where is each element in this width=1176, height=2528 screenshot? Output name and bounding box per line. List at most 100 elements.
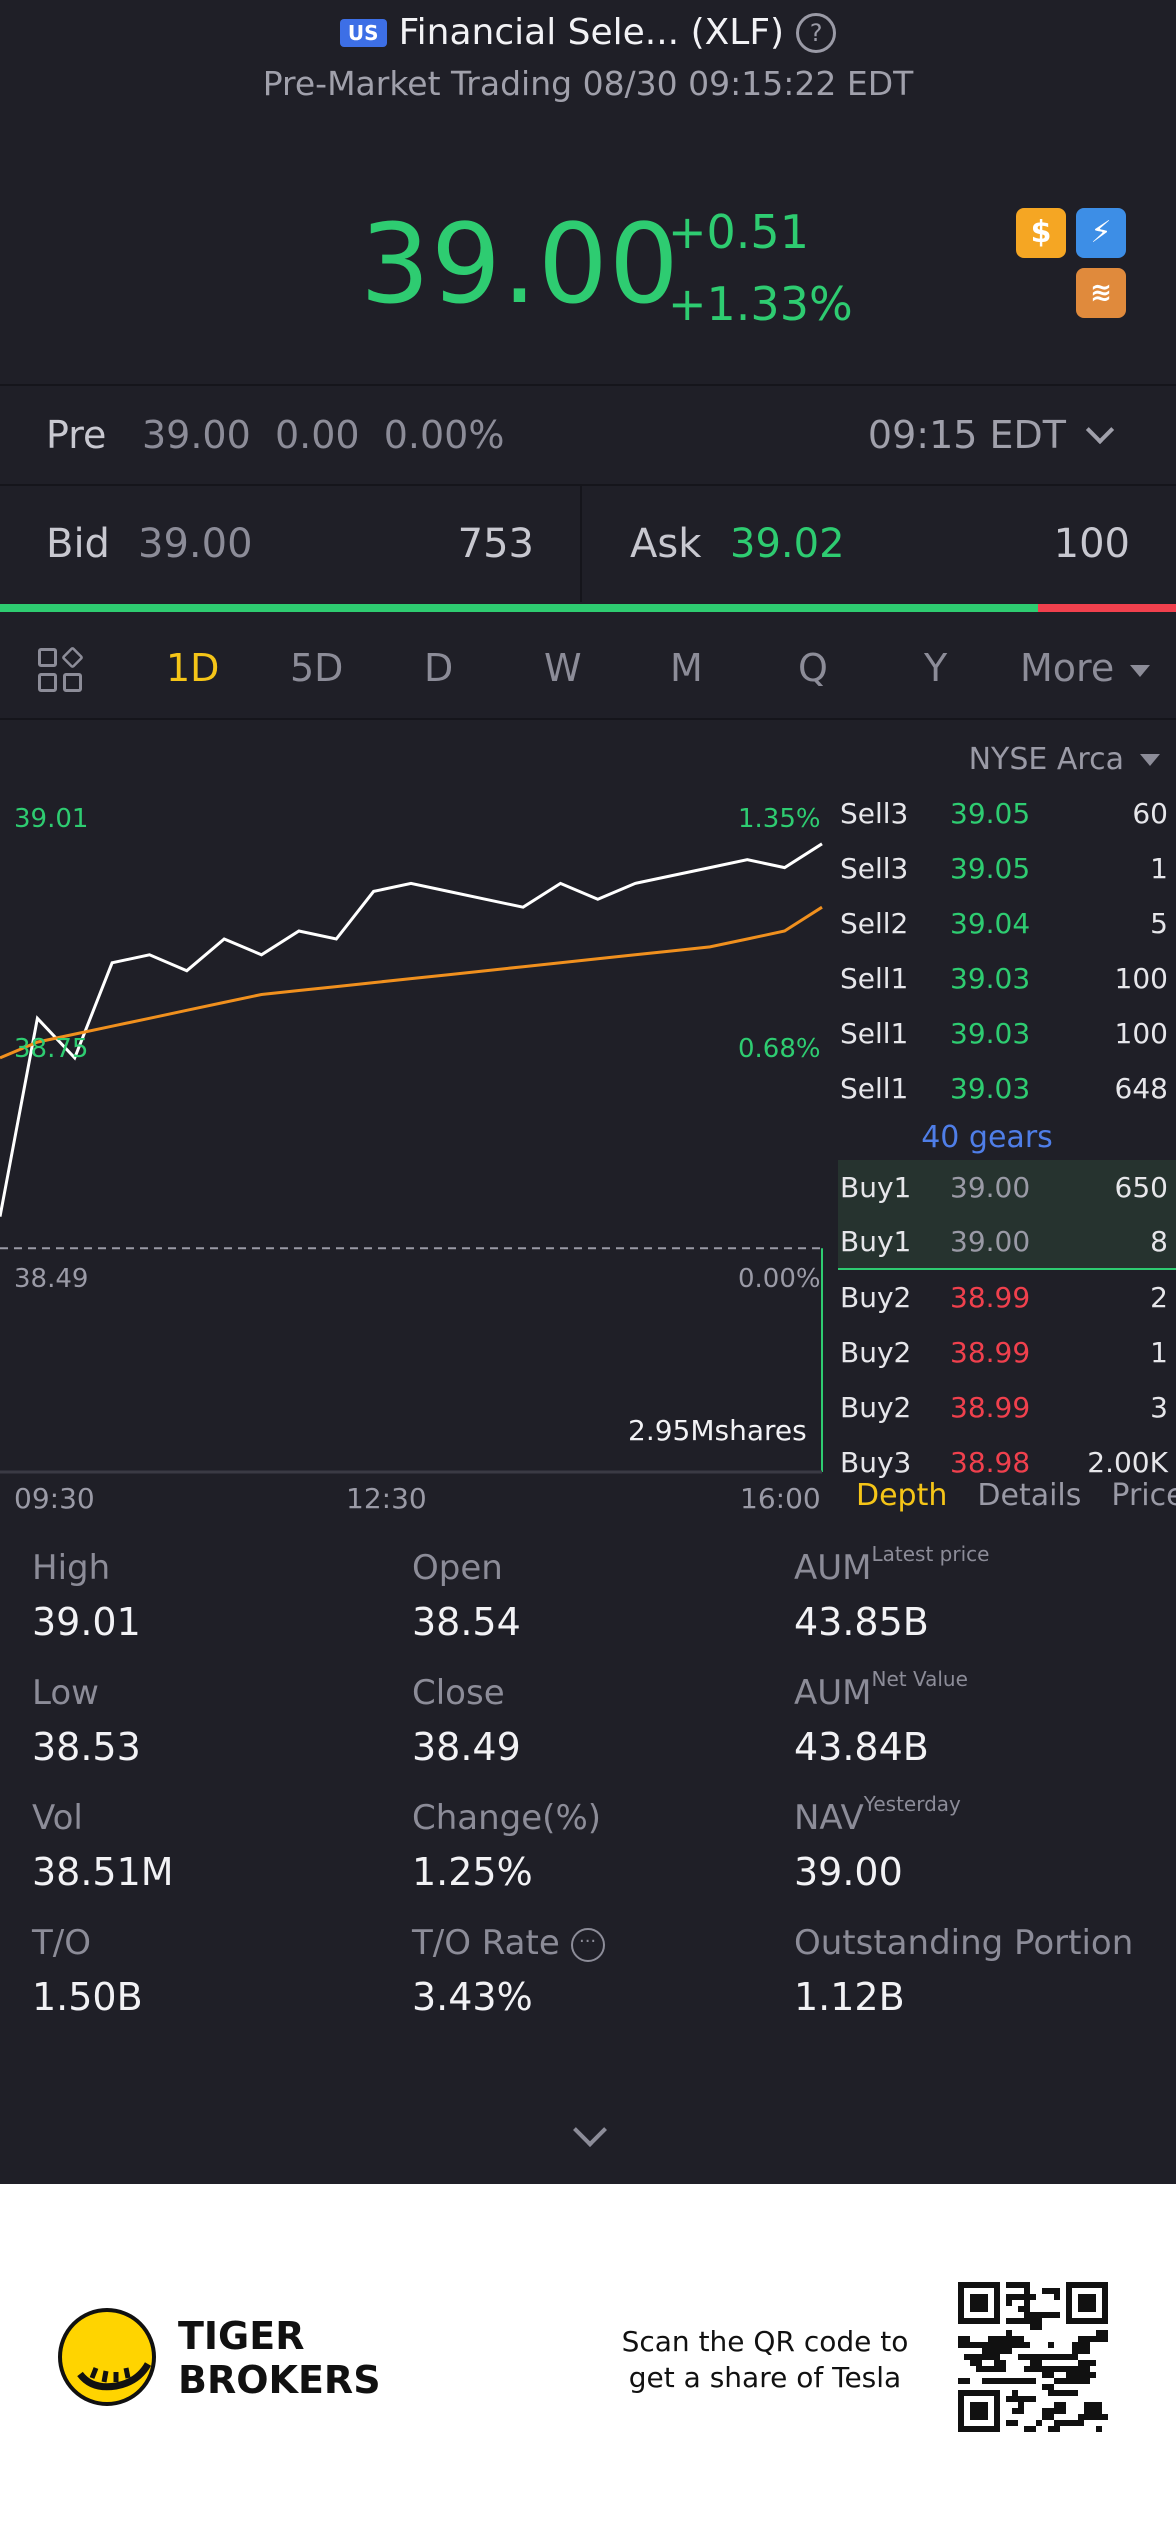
stat-sup: Yesterday [863,1792,961,1816]
tab-more-label: More [1020,646,1115,690]
intraday-chart[interactable]: 39.01 1.35% 38.75 0.68% 38.49 0.00% 2.95… [0,740,830,1480]
qr-module [964,2342,970,2348]
row-qty: 60 [1132,797,1168,830]
chart-canvas [0,842,823,1474]
row-label: Buy3 [840,1446,912,1479]
qr-module [1006,2330,1012,2336]
gears-toggle[interactable]: 40 gears [921,1120,1053,1155]
qr-module [1012,2342,1018,2348]
pre-change: 0.00 [274,413,360,457]
row-label: Buy1 [840,1171,912,1204]
more-dots-icon[interactable]: ··· [570,1927,605,1962]
qr-module [1000,2360,1006,2366]
stat-sup: Latest price [871,1542,990,1566]
brand-line-2: BROKERS [178,2358,381,2402]
order-book: Sell3 39.05 60 Sell3 39.05 1 Sell2 39.04 5 Sel… [838,786,1176,1490]
row-qty: 2 [1150,1281,1168,1314]
order-book-row: Sell1 39.03 100 [838,1006,1176,1061]
tab-details[interactable]: Details [977,1478,1082,1513]
qr-module [1024,2354,1030,2360]
stat-value: 43.84B [794,1725,929,1769]
qr-module [1000,2348,1006,2354]
expand-chevron-icon[interactable] [573,2113,607,2147]
qr-module [1060,2378,1066,2384]
qr-module [1042,2366,1048,2372]
qr-module [1030,2378,1036,2384]
tab-price[interactable]: Price [1111,1478,1176,1513]
qr-module [1036,2420,1042,2426]
qr-module [1042,2312,1048,2318]
bid-label: Bid [46,521,110,567]
qr-module [1096,2336,1102,2342]
tab-q[interactable]: Q [798,646,828,690]
qr-module [1048,2342,1054,2348]
promo-footer: TIGER BROKERS Scan the QR code to get a … [0,2184,1176,2528]
row-qty: 1 [1150,1336,1168,1369]
qr-module [1066,2366,1072,2372]
qr-module [1030,2354,1036,2360]
qr-module [1012,2378,1018,2384]
qr-module [1012,2408,1018,2414]
row-qty: 648 [1114,1072,1168,1105]
qr-module [1000,2342,1006,2348]
bid-size: 753 [457,521,534,567]
row-price: 38.99 [950,1391,1031,1424]
dollar-icon[interactable]: $ [1016,208,1066,258]
qr-module [1006,2318,1012,2324]
bid-ratio-bar [0,604,1039,612]
qr-module [994,2378,1000,2384]
qr-module [1054,2294,1060,2300]
qr-module [970,2360,976,2366]
row-qty: 3 [1150,1391,1168,1424]
row-label: Buy2 [840,1391,912,1424]
qr-module [1048,2414,1054,2420]
qr-module [970,2342,976,2348]
exchange-selector[interactable]: NYSE Arca [969,742,1160,777]
tab-depth[interactable]: Depth [856,1478,948,1513]
row-label: Sell2 [840,907,909,940]
tab-y[interactable]: Y [924,646,948,690]
ask-label: Ask [630,521,702,567]
tab-5d[interactable]: 5D [290,646,344,690]
qr-module [1018,2282,1024,2288]
stat-nav: NAVYesterday 39.00 [794,1792,961,1894]
grid-icon[interactable] [38,646,84,694]
pre-time[interactable]: 09:15 EDT [868,413,1115,457]
bid-ask-row: Bid 39.00 753 Ask 39.02 100 [0,486,1176,602]
qr-module [976,2366,982,2372]
pre-price: 39.00 [142,413,251,457]
average-price-line [0,905,823,1060]
qr-module [1078,2378,1084,2384]
row-price: 39.03 [950,1072,1031,1105]
help-icon[interactable]: ? [796,12,837,53]
pre-market-row[interactable]: Pre 39.00 0.00 0.00% 09:15 EDT [0,386,1176,484]
row-label: Sell1 [840,1017,909,1050]
qr-module [1024,2294,1030,2300]
qr-module [1018,2294,1024,2300]
row-price: 39.03 [950,1017,1031,1050]
qr-caption: Scan the QR code to get a share of Tesla [600,2324,930,2396]
price-line [0,842,823,1217]
qr-module [1036,2312,1042,2318]
row-qty: 2.00K [1087,1446,1168,1479]
qr-module [1084,2366,1090,2372]
tab-w[interactable]: W [544,646,582,690]
tab-d[interactable]: D [424,646,454,690]
flash-icon[interactable]: ⚡ [1076,208,1126,258]
qr-module [988,2366,994,2372]
tab-m[interactable]: M [670,646,703,690]
tab-more[interactable]: More [1020,646,1151,690]
qr-module [1084,2348,1090,2354]
x-label-close: 16:00 [740,1482,821,1515]
qr-module [1024,2282,1030,2288]
caret-down-icon [1140,753,1160,766]
chart-base-label: 38.49 [14,1264,89,1294]
qr-module [1072,2342,1078,2348]
tab-1d[interactable]: 1D [166,646,220,690]
qr-module [1012,2282,1018,2288]
qr-module [1054,2288,1060,2294]
qr-module [982,2378,988,2384]
row-qty: 100 [1114,962,1168,995]
order-book-row: Sell1 39.03 648 [838,1061,1176,1116]
layers-icon[interactable]: ≋ [1076,268,1126,318]
